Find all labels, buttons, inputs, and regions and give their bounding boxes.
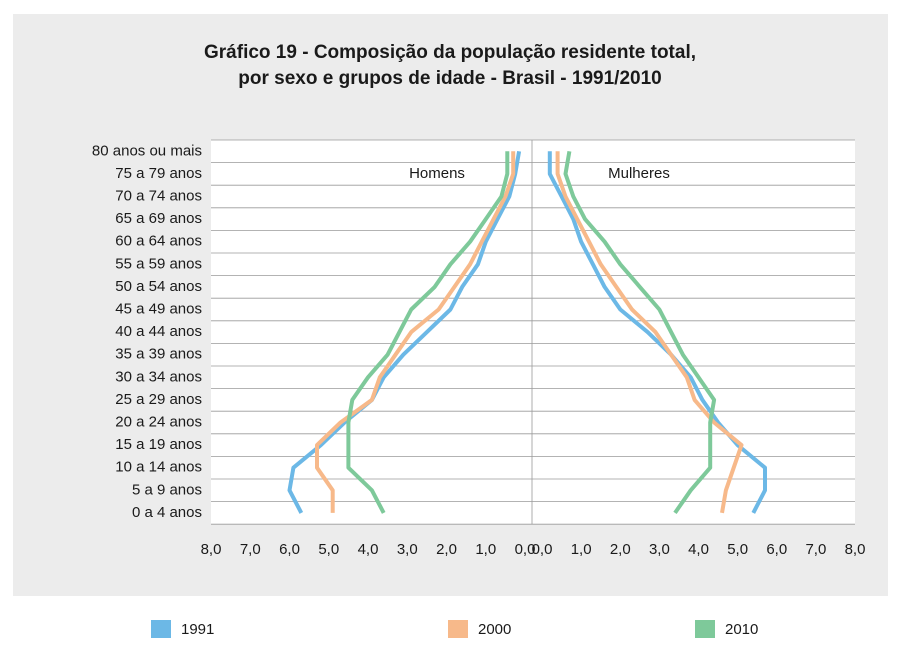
legend-label: 2000 — [478, 621, 511, 638]
legend-label: 2010 — [725, 621, 758, 638]
y-tick-label: 35 a 39 anos — [115, 346, 202, 363]
legend-swatch — [448, 620, 468, 638]
y-tick-label: 30 a 34 anos — [115, 368, 202, 385]
x-tick-label: 8,0 — [201, 541, 222, 558]
x-tick-label: 0,0 — [532, 541, 553, 558]
x-tick-label: 5,0 — [727, 541, 748, 558]
y-tick-label: 25 a 29 anos — [115, 391, 202, 408]
series-line — [563, 150, 717, 515]
legend-swatch — [695, 620, 715, 638]
y-tick-label: 20 a 24 anos — [115, 413, 202, 430]
x-tick-label: 3,0 — [397, 541, 418, 558]
y-tick-label: 60 a 64 anos — [115, 233, 202, 250]
x-tick-label: 2,0 — [610, 541, 631, 558]
series-line — [547, 151, 767, 514]
x-tick-label: 1,0 — [475, 541, 496, 558]
legend-label: 1991 — [181, 621, 214, 638]
y-tick-label: 55 a 59 anos — [115, 255, 202, 272]
series-line — [315, 151, 516, 513]
series-line — [346, 151, 510, 514]
series-line — [555, 151, 744, 514]
panel-label: Mulheres — [608, 165, 670, 182]
chart-title: por sexo e grupos de idade - Brasil - 19… — [238, 68, 661, 89]
x-tick-label: 6,0 — [279, 541, 300, 558]
legend-swatch — [151, 620, 171, 638]
x-tick-label: 0,0 — [515, 541, 536, 558]
x-tick-label: 2,0 — [436, 541, 457, 558]
plot-area — [211, 140, 855, 524]
x-tick-label: 6,0 — [766, 541, 787, 558]
series-line — [287, 150, 522, 514]
y-tick-label: 15 a 19 anos — [115, 436, 202, 453]
x-tick-label: 7,0 — [240, 541, 261, 558]
x-tick-label: 1,0 — [571, 541, 592, 558]
x-tick-label: 4,0 — [688, 541, 709, 558]
y-tick-label: 10 a 14 anos — [115, 459, 202, 476]
y-tick-label: 50 a 54 anos — [115, 278, 202, 295]
x-tick-label: 5,0 — [318, 541, 339, 558]
y-tick-label: 65 a 69 anos — [115, 210, 202, 227]
panel-label: Homens — [409, 165, 465, 182]
x-tick-label: 3,0 — [649, 541, 670, 558]
y-tick-label: 80 anos ou mais — [92, 142, 202, 159]
chart-title: Gráfico 19 - Composição da população res… — [204, 42, 696, 63]
y-tick-label: 5 a 9 anos — [132, 481, 202, 498]
x-tick-label: 4,0 — [358, 541, 379, 558]
y-tick-label: 75 a 79 anos — [115, 165, 202, 182]
y-tick-label: 40 a 44 anos — [115, 323, 202, 340]
y-tick-label: 0 a 4 anos — [132, 504, 202, 521]
x-tick-label: 8,0 — [845, 541, 866, 558]
y-tick-label: 45 a 49 anos — [115, 300, 202, 317]
y-tick-label: 70 a 74 anos — [115, 187, 202, 204]
x-tick-label: 7,0 — [805, 541, 826, 558]
